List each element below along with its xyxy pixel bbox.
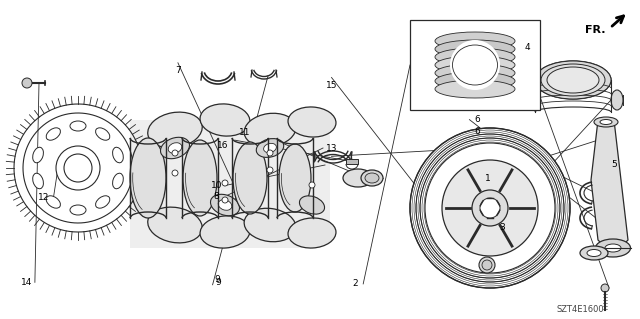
Ellipse shape [148,207,202,243]
Bar [410,20,540,110]
Ellipse shape [288,218,336,248]
Text: 8: 8 [214,192,219,201]
Circle shape [479,257,495,273]
Circle shape [601,284,609,292]
Polygon shape [591,120,628,248]
Ellipse shape [435,56,515,74]
Text: 1: 1 [485,174,490,183]
Ellipse shape [244,208,296,242]
Text: 15: 15 [326,81,337,90]
Text: 14: 14 [21,278,33,287]
Ellipse shape [95,128,110,140]
Circle shape [267,167,273,173]
Ellipse shape [148,112,202,148]
Ellipse shape [435,80,515,98]
Circle shape [442,160,538,256]
Ellipse shape [605,244,621,252]
Ellipse shape [70,121,86,131]
Text: 16: 16 [217,141,228,150]
Circle shape [410,128,570,288]
Circle shape [222,180,228,186]
Circle shape [482,260,492,270]
Text: 12: 12 [38,193,49,202]
Text: FR.: FR. [585,25,605,35]
Ellipse shape [535,61,611,99]
Ellipse shape [535,61,611,99]
Circle shape [172,170,178,176]
Ellipse shape [435,64,515,82]
Bar [346,159,358,164]
Ellipse shape [113,147,124,163]
Circle shape [267,150,273,156]
Ellipse shape [161,137,189,159]
Ellipse shape [233,142,267,214]
Ellipse shape [541,64,605,96]
Circle shape [172,150,178,156]
Ellipse shape [279,144,311,212]
Ellipse shape [70,205,86,215]
Ellipse shape [200,104,250,136]
Text: 13: 13 [326,144,337,153]
Text: SZT4E1600: SZT4E1600 [556,306,604,315]
Circle shape [309,182,315,188]
Text: 9: 9 [215,275,220,284]
Ellipse shape [211,194,239,216]
Text: 6: 6 [475,115,480,124]
Ellipse shape [361,170,383,186]
Ellipse shape [218,200,232,210]
Polygon shape [130,120,330,248]
Ellipse shape [600,120,612,124]
Ellipse shape [564,76,582,85]
Ellipse shape [130,138,166,218]
Text: 11: 11 [239,128,250,137]
Ellipse shape [580,246,608,260]
Ellipse shape [450,40,500,90]
Text: 5: 5 [612,160,617,169]
Text: 9: 9 [215,278,221,287]
Text: 6: 6 [475,127,480,136]
Ellipse shape [46,196,60,208]
Ellipse shape [46,128,60,140]
Ellipse shape [435,72,515,90]
Text: 7: 7 [175,66,180,75]
Ellipse shape [288,107,336,137]
Ellipse shape [33,173,44,189]
Ellipse shape [300,196,324,214]
Ellipse shape [200,216,250,248]
Circle shape [22,78,32,88]
Circle shape [480,198,500,218]
Ellipse shape [435,48,515,66]
Ellipse shape [256,138,284,157]
Ellipse shape [113,173,124,189]
Circle shape [472,190,508,226]
Circle shape [56,146,100,190]
Ellipse shape [365,173,379,183]
Ellipse shape [435,32,515,50]
Text: 3: 3 [499,223,504,232]
Ellipse shape [547,67,599,93]
Ellipse shape [611,90,623,110]
Ellipse shape [33,147,44,163]
Text: 10: 10 [211,181,222,190]
Text: 4: 4 [525,43,530,52]
Ellipse shape [168,143,182,153]
Ellipse shape [343,169,373,187]
Ellipse shape [244,113,296,147]
Ellipse shape [435,40,515,58]
Ellipse shape [183,140,217,216]
Ellipse shape [595,239,630,257]
Ellipse shape [594,117,618,127]
Ellipse shape [366,173,378,183]
Ellipse shape [587,249,601,256]
Ellipse shape [264,143,276,153]
Circle shape [222,197,228,203]
Circle shape [64,154,92,182]
Text: 2: 2 [353,279,358,288]
Ellipse shape [95,196,110,208]
